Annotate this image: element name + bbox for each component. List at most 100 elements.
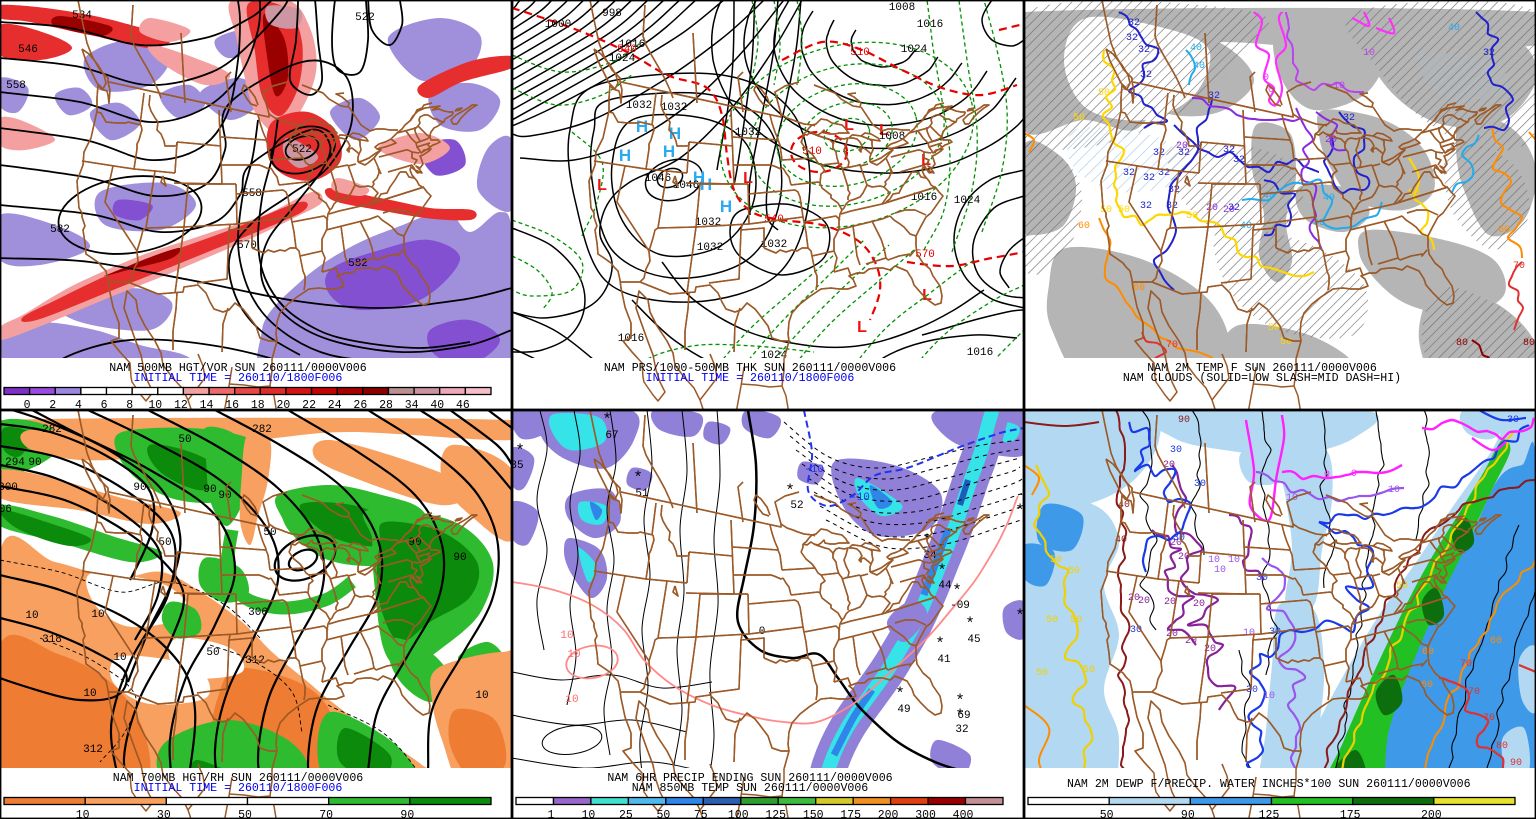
svg-text:400: 400 — [953, 809, 974, 819]
svg-text:32: 32 — [1223, 145, 1235, 156]
svg-text:10: 10 — [1208, 555, 1220, 566]
svg-text:10: 10 — [113, 652, 126, 664]
svg-text:20: 20 — [1223, 205, 1235, 216]
svg-text:20: 20 — [1193, 599, 1205, 610]
svg-text:90: 90 — [218, 490, 231, 502]
svg-text:NAM 6HR PRECIP ENDING SUN 2601: NAM 6HR PRECIP ENDING SUN 260111/0000V00… — [607, 772, 892, 785]
svg-text:10: 10 — [565, 694, 578, 706]
svg-text:40: 40 — [1313, 218, 1325, 229]
svg-text:540: 540 — [617, 44, 637, 56]
svg-text:30: 30 — [1170, 445, 1182, 456]
svg-text:50: 50 — [1268, 323, 1280, 334]
svg-text:294: 294 — [5, 457, 25, 469]
svg-text:L: L — [922, 287, 932, 304]
svg-text:69: 69 — [957, 710, 970, 722]
svg-text:32: 32 — [1123, 168, 1135, 179]
svg-text:50: 50 — [1070, 615, 1082, 626]
svg-text:1032: 1032 — [735, 127, 761, 139]
svg-text:1016: 1016 — [967, 347, 993, 359]
svg-text:20: 20 — [1325, 135, 1337, 146]
svg-text:70: 70 — [1513, 261, 1525, 272]
svg-text:34: 34 — [405, 399, 419, 410]
svg-text:1016: 1016 — [911, 192, 937, 204]
svg-text:46: 46 — [456, 399, 470, 410]
svg-text:1024: 1024 — [609, 53, 636, 65]
svg-text:16: 16 — [225, 399, 239, 410]
svg-text:H: H — [669, 124, 681, 143]
svg-text:18: 18 — [251, 399, 265, 410]
svg-text:1032: 1032 — [661, 102, 687, 114]
svg-text:22: 22 — [302, 399, 316, 410]
svg-text:32: 32 — [1143, 173, 1155, 184]
svg-text:L: L — [921, 152, 931, 169]
svg-text:534: 534 — [72, 10, 92, 22]
svg-text:125: 125 — [1259, 809, 1280, 819]
svg-text:1032: 1032 — [697, 242, 723, 254]
svg-text:40: 40 — [1448, 23, 1460, 34]
svg-text:1032: 1032 — [626, 100, 652, 112]
svg-text:540: 540 — [764, 214, 784, 226]
svg-text:70: 70 — [1468, 687, 1480, 698]
svg-text:60: 60 — [1133, 283, 1145, 294]
svg-text:10: 10 — [1363, 48, 1375, 59]
svg-text:-10: -10 — [804, 464, 824, 476]
svg-text:1024: 1024 — [954, 195, 981, 207]
svg-text:200: 200 — [878, 809, 899, 819]
svg-text:306: 306 — [248, 607, 268, 619]
svg-text:10: 10 — [1333, 81, 1345, 92]
svg-text:H: H — [636, 117, 648, 136]
svg-text:318: 318 — [42, 634, 62, 646]
svg-text:32: 32 — [1166, 201, 1178, 212]
svg-text:32: 32 — [1208, 91, 1220, 102]
svg-text:50: 50 — [1036, 668, 1048, 679]
svg-text:20: 20 — [1128, 593, 1140, 604]
svg-text:10: 10 — [582, 809, 596, 819]
svg-text:*: * — [515, 442, 525, 460]
svg-text:10: 10 — [560, 630, 573, 642]
svg-text:60: 60 — [1498, 225, 1510, 236]
svg-text:NAM 500MB HGT/VOR SUN 260111/0: NAM 500MB HGT/VOR SUN 260111/0000V006 — [109, 362, 366, 375]
svg-text:*: * — [952, 582, 962, 600]
svg-text:20: 20 — [1138, 596, 1150, 607]
svg-text:NAM 2M DEWP F/PRECIP. WATER IN: NAM 2M DEWP F/PRECIP. WATER INCHES*100 S… — [1067, 778, 1471, 791]
svg-text:32: 32 — [1140, 70, 1152, 81]
svg-text:NAM PRS/1000-500MB THK SUN 260: NAM PRS/1000-500MB THK SUN 260111/0000V0… — [604, 362, 896, 375]
svg-text:H: H — [693, 168, 705, 187]
svg-text:10: 10 — [1388, 485, 1400, 496]
svg-text:32: 32 — [1140, 201, 1152, 212]
svg-text:40: 40 — [1193, 61, 1205, 72]
svg-text:6: 6 — [101, 399, 108, 410]
svg-text:26: 26 — [353, 399, 367, 410]
svg-text:1046: 1046 — [645, 173, 671, 185]
svg-text:28: 28 — [379, 399, 393, 410]
svg-text:10: 10 — [567, 649, 580, 661]
svg-text:40: 40 — [1240, 221, 1252, 232]
svg-text:INITIAL TIME = 260110/1800F006: INITIAL TIME = 260110/1800F006 — [646, 372, 855, 385]
svg-text:0: 0 — [1324, 470, 1330, 481]
svg-text:25: 25 — [619, 809, 633, 819]
svg-text:70: 70 — [1166, 340, 1178, 351]
svg-text:50: 50 — [1118, 205, 1130, 216]
svg-text:*: * — [935, 635, 945, 653]
svg-text:558: 558 — [6, 80, 26, 92]
svg-text:*: * — [937, 562, 947, 580]
svg-text:60: 60 — [1421, 680, 1433, 691]
svg-text:282: 282 — [42, 424, 62, 436]
svg-text:*: * — [955, 692, 965, 710]
svg-text:998: 998 — [602, 8, 622, 20]
svg-text:10: 10 — [1243, 628, 1255, 639]
svg-text:90: 90 — [133, 482, 146, 494]
svg-text:L: L — [844, 117, 854, 134]
svg-text:NAM 850MB TEMP SUN 260111/0000: NAM 850MB TEMP SUN 260111/0000V006 — [632, 782, 869, 795]
svg-text:20: 20 — [1185, 636, 1197, 647]
svg-text:50: 50 — [206, 647, 219, 659]
svg-text:50: 50 — [1280, 337, 1292, 348]
svg-text:32: 32 — [1138, 45, 1150, 56]
svg-text:70: 70 — [319, 809, 333, 819]
svg-text:0: 0 — [1351, 469, 1357, 480]
svg-text:50: 50 — [238, 809, 252, 819]
svg-text:0: 0 — [24, 399, 31, 410]
svg-text:40: 40 — [1263, 191, 1275, 202]
svg-text:30: 30 — [157, 809, 171, 819]
svg-text:570: 570 — [237, 240, 257, 252]
